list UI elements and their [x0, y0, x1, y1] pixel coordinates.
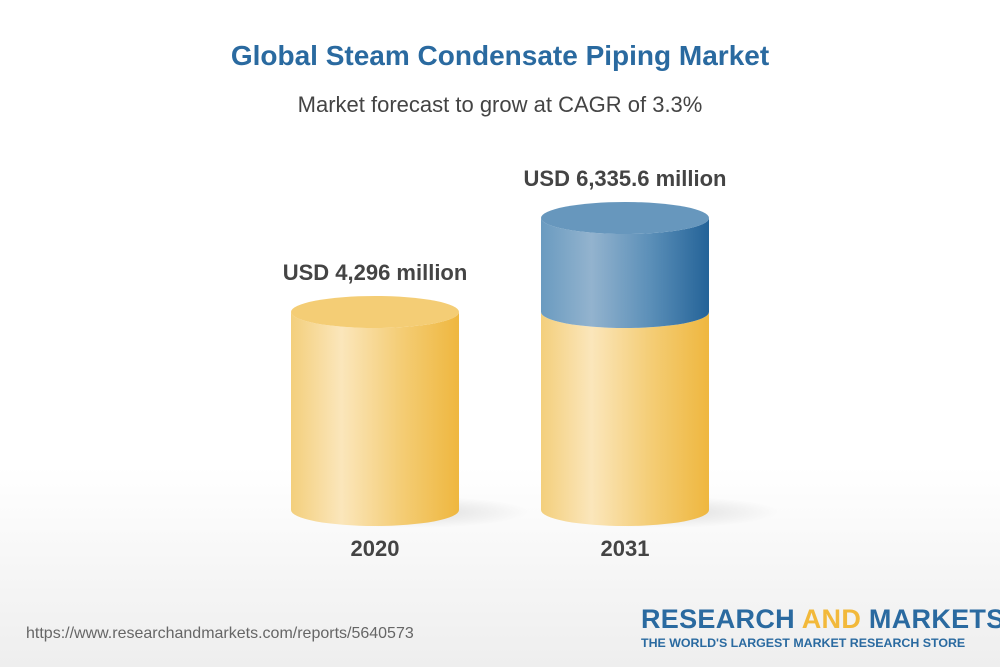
chart-subtitle: Market forecast to grow at CAGR of 3.3%: [297, 92, 703, 117]
bar-top: [541, 201, 709, 234]
logo-text: MARKETS: [861, 604, 1000, 634]
logo: RESEARCH AND MARKETS THE WORLD'S LARGEST…: [641, 604, 1000, 650]
chart: USD 4,296 million USD 6,335.6 million 20…: [283, 166, 779, 561]
bar-growth-segment: [541, 217, 709, 328]
logo-text: RESEARCH: [641, 604, 802, 634]
source-url[interactable]: https://www.researchandmarkets.com/repor…: [26, 625, 414, 642]
chart-title: Global Steam Condensate Piping Market: [230, 40, 770, 71]
category-label: 2031: [601, 536, 650, 561]
logo-tagline: THE WORLD'S LARGEST MARKET RESEARCH STOR…: [641, 636, 966, 650]
logo-text: AND: [801, 604, 862, 634]
bar-base-segment: [291, 312, 459, 526]
data-label: USD 4,296 million: [283, 260, 468, 285]
category-label: 2020: [351, 536, 400, 561]
bar-top: [291, 296, 459, 328]
bar-base-segment: [541, 312, 709, 526]
data-label: USD 6,335.6 million: [524, 166, 727, 191]
